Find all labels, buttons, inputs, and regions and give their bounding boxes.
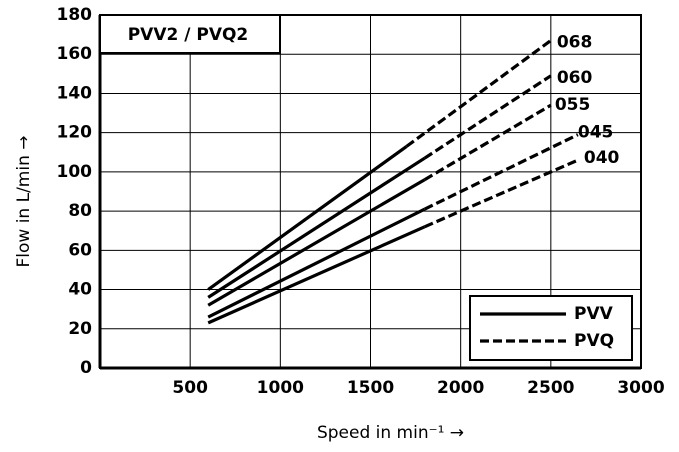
pvv-line bbox=[207, 156, 426, 299]
y-tick-label: 20 bbox=[68, 319, 92, 339]
y-tick-label: 80 bbox=[68, 201, 92, 221]
y-tick-label: 100 bbox=[57, 162, 93, 182]
legend-label: PVV bbox=[574, 304, 614, 324]
y-tick-label: 0 bbox=[80, 358, 92, 378]
x-tick-label: 2000 bbox=[437, 378, 484, 398]
pvv-line bbox=[207, 207, 426, 319]
y-tick-label: 60 bbox=[68, 240, 92, 260]
pvq-line bbox=[423, 74, 552, 160]
pvq-line bbox=[423, 133, 579, 211]
title-box bbox=[99, 14, 281, 54]
y-tick-label: 40 bbox=[68, 280, 92, 300]
legend-box bbox=[469, 295, 633, 361]
pvv-line bbox=[207, 225, 426, 325]
pvq-line bbox=[423, 158, 579, 229]
y-tick-label: 180 bbox=[57, 5, 93, 25]
series-label: 045 bbox=[578, 123, 614, 143]
x-tick-label: 1500 bbox=[347, 378, 394, 398]
x-tick-label: 2500 bbox=[527, 378, 574, 398]
pvq-line bbox=[405, 39, 552, 148]
y-tick-label: 120 bbox=[57, 123, 93, 143]
pvv-line bbox=[207, 178, 426, 307]
y-tick-label: 160 bbox=[57, 44, 93, 64]
x-axis-title: Speed in min⁻¹ → bbox=[317, 423, 464, 443]
y-tick-label: 140 bbox=[57, 83, 93, 103]
y-axis-title: Flow in L/min → bbox=[14, 135, 34, 267]
x-tick-label: 1000 bbox=[257, 378, 304, 398]
x-tick-label: 500 bbox=[172, 378, 208, 398]
chart-title: PVV2 / PVQ2 bbox=[128, 25, 249, 45]
series-label: 068 bbox=[557, 32, 593, 52]
series-label: 060 bbox=[557, 68, 593, 88]
legend-label: PVQ bbox=[574, 331, 614, 351]
pvq-line bbox=[423, 103, 552, 182]
pvv-line bbox=[207, 145, 408, 291]
series-label: 040 bbox=[584, 148, 620, 168]
x-tick-label: 3000 bbox=[617, 378, 664, 398]
series-label: 055 bbox=[555, 95, 591, 115]
